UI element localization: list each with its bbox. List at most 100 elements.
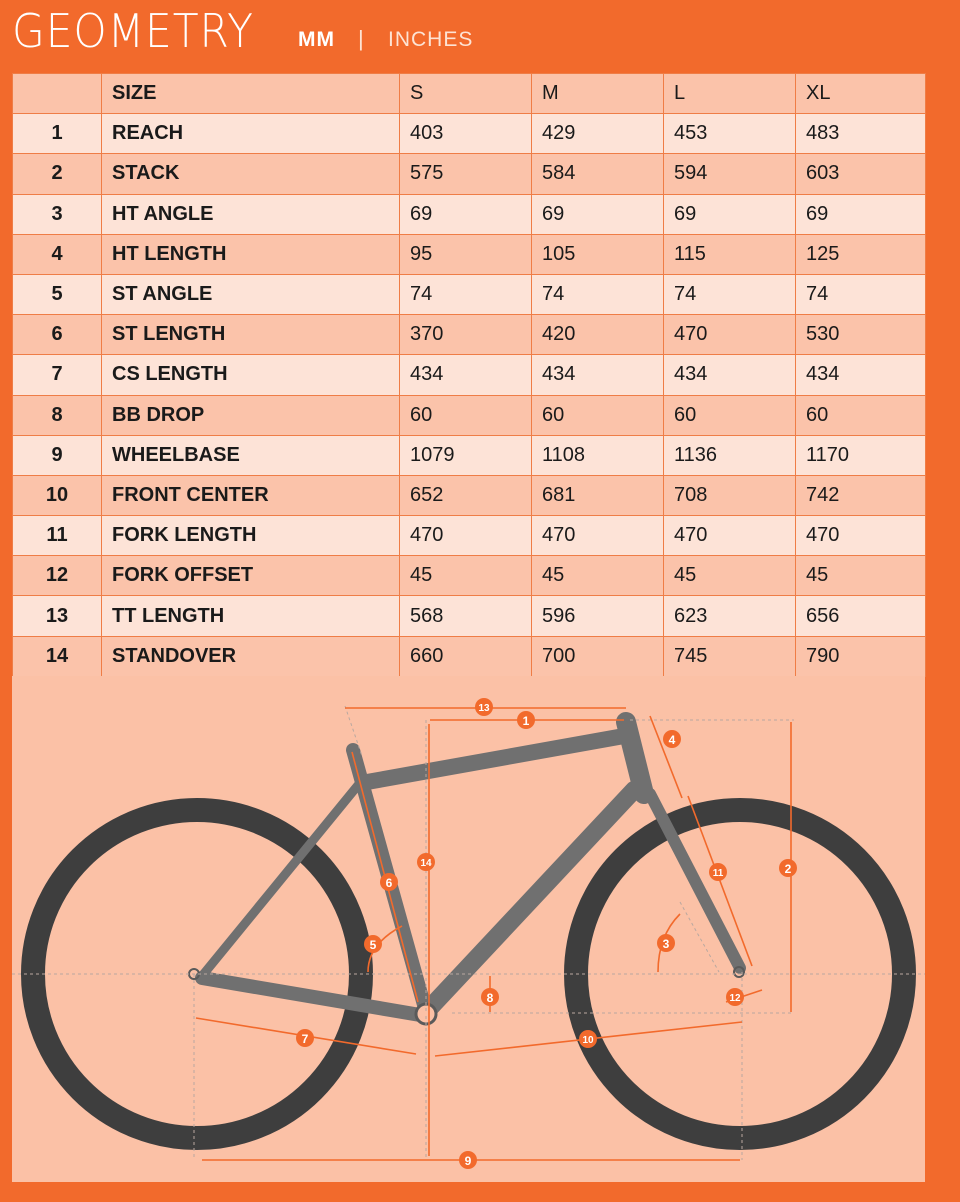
- table-row: 11 FORK LENGTH 470 470 470 470: [12, 515, 926, 557]
- cell-size-s: 470: [399, 515, 532, 557]
- seatstay: [197, 779, 364, 981]
- column-header-m: M: [531, 72, 664, 115]
- cell-size-xl: 69: [795, 193, 926, 235]
- cell-size-m: 60: [531, 394, 664, 436]
- row-number: 6: [12, 314, 102, 356]
- cell-size-s: 660: [399, 635, 532, 677]
- cell-size-s: 74: [399, 273, 532, 316]
- table-row: 5 ST ANGLE 74 74 74 74: [12, 273, 926, 316]
- cell-size-xl: 530: [795, 314, 926, 356]
- geometry-table: SIZE S M L XL 1 REACH 403 429 453 483 2 STACK 57…: [12, 72, 926, 677]
- svg-text:4: 4: [669, 733, 676, 747]
- row-number: 13: [12, 595, 102, 637]
- marker-7: 7: [296, 1029, 314, 1047]
- cell-size-xl: 60: [795, 394, 926, 436]
- cell-size-s: 95: [399, 233, 532, 275]
- row-label: TT LENGTH: [101, 595, 400, 637]
- cell-size-l: 60: [663, 394, 796, 436]
- unit-mm-toggle[interactable]: MM: [298, 28, 335, 51]
- row-label: CS LENGTH: [101, 354, 400, 396]
- unit-inches-toggle[interactable]: INCHES: [388, 28, 474, 51]
- cell-size-m: 429: [531, 113, 664, 155]
- cell-size-xl: 1170: [795, 434, 926, 476]
- cell-size-m: 69: [531, 193, 664, 235]
- cell-size-l: 434: [663, 354, 796, 396]
- bike-geometry-illustration: 1 2 3 4 5 6 7 8: [12, 698, 925, 1169]
- cell-size-xl: 125: [795, 233, 926, 275]
- cell-size-s: 575: [399, 153, 532, 195]
- cell-size-s: 1079: [399, 434, 532, 476]
- table-row: 2 STACK 575 584 594 603: [12, 153, 926, 195]
- cell-size-l: 115: [663, 233, 796, 275]
- marker-5: 5: [364, 935, 382, 953]
- table-row: 13 TT LENGTH 568 596 623 656: [12, 595, 926, 637]
- marker-9: 9: [459, 1151, 477, 1169]
- svg-text:5: 5: [370, 938, 377, 952]
- row-number: 14: [12, 635, 102, 677]
- cell-size-s: 568: [399, 595, 532, 637]
- row-number: 1: [12, 113, 102, 155]
- column-header-s: S: [399, 72, 532, 115]
- marker-4: 4: [663, 730, 681, 748]
- svg-text:9: 9: [465, 1154, 472, 1168]
- chainstay: [195, 971, 433, 1023]
- svg-text:3: 3: [663, 937, 670, 951]
- svg-text:7: 7: [302, 1032, 309, 1046]
- marker-13: 13: [475, 698, 493, 716]
- row-number: 11: [12, 515, 102, 557]
- column-header-number: [12, 72, 102, 115]
- svg-text:10: 10: [582, 1035, 594, 1046]
- svg-text:11: 11: [713, 868, 724, 879]
- marker-8: 8: [481, 988, 499, 1006]
- cell-size-s: 370: [399, 314, 532, 356]
- cell-size-l: 45: [663, 555, 796, 597]
- table-row: 6 ST LENGTH 370 420 470 530: [12, 314, 926, 356]
- marker-3: 3: [657, 934, 675, 952]
- marker-2: 2: [779, 859, 797, 877]
- header: GEOMETRY MM | INCHES: [0, 0, 960, 68]
- cell-size-s: 403: [399, 113, 532, 155]
- cell-size-xl: 790: [795, 635, 926, 677]
- cell-size-xl: 45: [795, 555, 926, 597]
- fork-blade-tip: [708, 912, 744, 974]
- svg-text:14: 14: [420, 858, 432, 869]
- cell-size-l: 745: [663, 635, 796, 677]
- cell-size-l: 74: [663, 273, 796, 316]
- svg-text:13: 13: [478, 703, 490, 714]
- cell-size-l: 470: [663, 314, 796, 356]
- cell-size-xl: 74: [795, 273, 926, 316]
- cell-size-l: 69: [663, 193, 796, 235]
- bike-frame: [195, 712, 746, 1023]
- reference-lines: [12, 705, 925, 1160]
- svg-text:6: 6: [386, 876, 393, 890]
- front-axle: [733, 966, 745, 978]
- row-label: STANDOVER: [101, 635, 400, 677]
- column-header-size: SIZE: [101, 72, 400, 115]
- cell-size-s: 434: [399, 354, 532, 396]
- cell-size-s: 45: [399, 555, 532, 597]
- cell-size-m: 700: [531, 635, 664, 677]
- row-number: 12: [12, 555, 102, 597]
- marker-1: 1: [517, 711, 535, 729]
- svg-text:12: 12: [729, 993, 741, 1004]
- table-row: 1 REACH 403 429 453 483: [12, 113, 926, 155]
- cell-size-l: 1136: [663, 434, 796, 476]
- cell-size-s: 60: [399, 394, 532, 436]
- table-row: 3 HT ANGLE 69 69 69 69: [12, 193, 926, 235]
- cell-size-xl: 483: [795, 113, 926, 155]
- geometry-diagram: 1 2 3 4 5 6 7 8: [12, 676, 925, 1182]
- row-label: REACH: [101, 113, 400, 155]
- table-header-row: SIZE S M L XL: [12, 72, 926, 115]
- cell-size-m: 74: [531, 273, 664, 316]
- cell-size-m: 584: [531, 153, 664, 195]
- page-title: GEOMETRY: [12, 4, 254, 58]
- cell-size-m: 434: [531, 354, 664, 396]
- row-label: HT LENGTH: [101, 233, 400, 275]
- cell-size-xl: 742: [795, 474, 926, 517]
- cell-size-l: 623: [663, 595, 796, 637]
- down-tube: [417, 781, 643, 1021]
- row-label: BB DROP: [101, 394, 400, 436]
- table-row: 7 CS LENGTH 434 434 434 434: [12, 354, 926, 396]
- cell-size-m: 1108: [531, 434, 664, 476]
- row-number: 3: [12, 193, 102, 235]
